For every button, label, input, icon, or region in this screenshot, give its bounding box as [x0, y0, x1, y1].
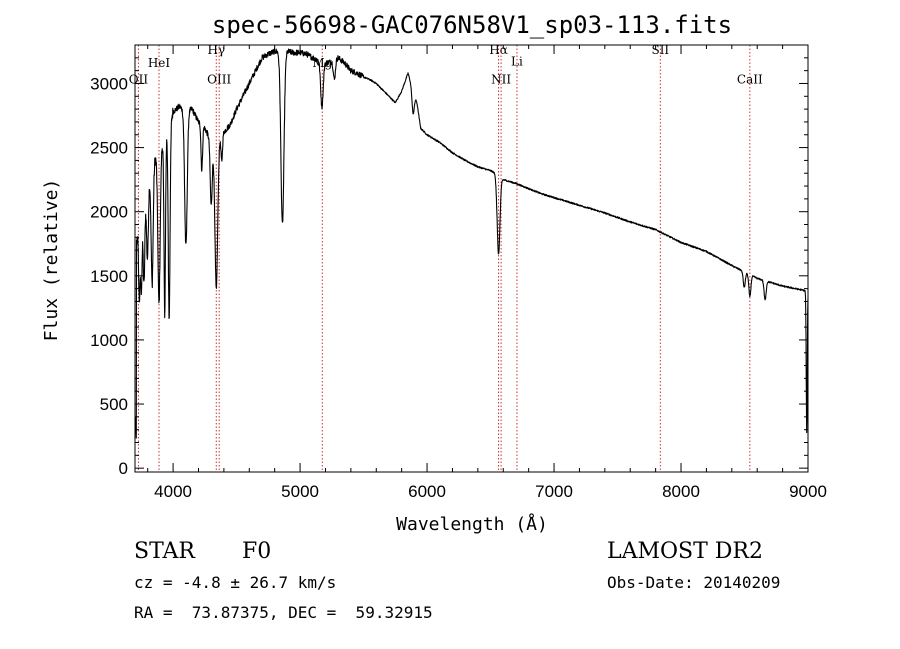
axis-ticks: 4000 5000 6000 7000 8000 9000 0 500 1000 1500 2000… [90, 45, 827, 501]
x-tick-label: 4000 [154, 482, 192, 501]
spectral-subclass: F0 [242, 539, 272, 564]
y-tick-label: 2500 [90, 139, 128, 158]
y-tick-label: 500 [100, 395, 128, 414]
line-marker-label: NII [491, 72, 511, 86]
line-marker-label: Hγ [207, 43, 225, 57]
y-tick-label: 1000 [90, 331, 128, 350]
chart-title: spec-56698-GAC076N58V1_sp03-113.fits [212, 11, 732, 39]
object-class: STAR [134, 539, 195, 564]
coordinates: RA = 73.87375, DEC = 59.32915 [134, 603, 433, 622]
x-axis-label: Wavelength (Å) [396, 513, 548, 535]
y-tick-label: 0 [119, 459, 128, 478]
x-tick-label: 6000 [408, 482, 446, 501]
y-tick-label: 1500 [90, 267, 128, 286]
x-tick-label: 9000 [789, 482, 827, 501]
y-axis-label: Flux (relative) [41, 179, 62, 342]
redshift-readout: cz = -4.8 ± 26.7 km/s [134, 573, 337, 592]
line-marker-label: HeI [148, 56, 171, 70]
x-tick-label: 7000 [535, 482, 573, 501]
survey-label: LAMOST DR2 [607, 539, 763, 564]
obs-date: Obs-Date: 20140209 [607, 573, 781, 592]
x-tick-label: 8000 [662, 482, 700, 501]
line-marker-label: OII [129, 72, 149, 86]
y-tick-label: 2000 [90, 203, 128, 222]
line-marker-label: Li [511, 55, 523, 69]
y-tick-label: 3000 [90, 74, 128, 93]
x-tick-label: 5000 [281, 482, 319, 501]
spectrum-line [134, 48, 809, 440]
line-marker-label: OIII [207, 72, 231, 86]
plot-frame [134, 44, 809, 473]
line-marker-label: CaII [737, 72, 763, 86]
